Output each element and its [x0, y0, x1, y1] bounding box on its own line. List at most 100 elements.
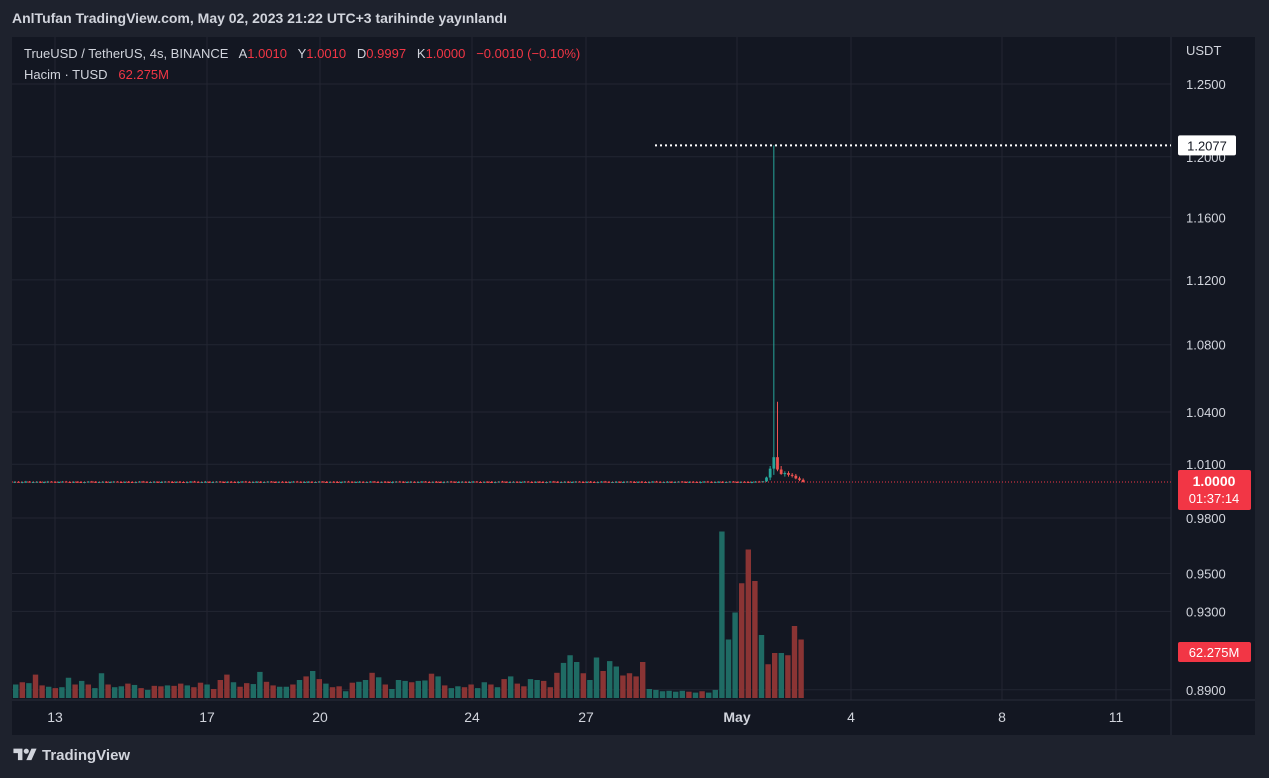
volume-bar: [719, 531, 725, 698]
volume-bar: [369, 672, 375, 698]
volume-label[interactable]: Hacim · TUSD: [24, 67, 108, 82]
candle-body: [251, 481, 255, 483]
candle-body: [585, 481, 589, 483]
high-label: Y: [297, 46, 307, 61]
candle-body: [376, 481, 380, 483]
candle-body: [284, 481, 288, 483]
volume-bar: [541, 680, 547, 698]
volume-bar: [151, 685, 157, 698]
candle-body: [548, 481, 552, 483]
volume-bar: [191, 687, 197, 698]
candle-body: [501, 481, 504, 483]
volume-bar: [112, 687, 118, 698]
candle-body: [614, 481, 618, 483]
candle-body: [673, 481, 677, 483]
candle-body: [750, 481, 754, 483]
volume-bar: [336, 686, 342, 698]
candle-body: [666, 481, 669, 483]
candle-body: [211, 481, 215, 483]
volume-legend[interactable]: Hacim · TUSD 62.275M: [24, 67, 169, 82]
candle-body: [240, 481, 244, 483]
candle-body: [765, 477, 768, 482]
candle-body: [46, 481, 50, 483]
volume-bar: [79, 680, 85, 698]
volume-bar: [560, 662, 567, 698]
volume-bar: [501, 679, 507, 698]
candle-body: [779, 469, 783, 474]
candle-body: [204, 481, 207, 483]
candle-body: [13, 481, 17, 483]
publish-header: AnlTufan TradingView.com, May 02, 2023 2…: [12, 10, 507, 26]
candle-body: [567, 481, 570, 483]
candle-body: [669, 481, 673, 483]
candle-body: [475, 481, 479, 483]
candle-body: [343, 481, 347, 483]
high-marker-tag: [1178, 135, 1236, 156]
candle-body: [20, 481, 24, 483]
candle-body: [688, 481, 691, 483]
volume-marker-tag: [1178, 642, 1251, 662]
volume-bar: [118, 686, 124, 698]
candle-body: [801, 479, 805, 482]
volume-bar: [706, 692, 712, 698]
volume-bar: [270, 685, 276, 698]
volume-value: 62.275M: [118, 67, 169, 82]
volume-bar: [98, 673, 105, 698]
volume-bar: [184, 685, 190, 698]
candle-body: [574, 481, 578, 483]
volume-bar: [778, 653, 784, 698]
chart-svg[interactable]: 1.25001.20001.16001.12001.08001.04001.01…: [12, 37, 1255, 735]
volume-bar: [376, 677, 382, 698]
volume-bar: [481, 682, 487, 698]
volume-bar: [415, 680, 421, 698]
candle-body: [746, 481, 750, 483]
candle-body: [350, 481, 354, 483]
volume-bar: [39, 685, 45, 698]
candle-body: [325, 481, 328, 483]
volume-bar: [323, 683, 329, 698]
last-price-label: 1.0000: [1193, 473, 1236, 489]
time-tick-label: 24: [464, 709, 480, 725]
candle-body: [193, 481, 196, 483]
candle-body: [468, 481, 471, 483]
volume-bar: [574, 662, 580, 698]
candle-body: [537, 481, 541, 483]
candle-body: [292, 481, 295, 483]
volume-bar: [613, 666, 619, 698]
volume-bar: [250, 684, 256, 698]
candle-body: [438, 481, 442, 483]
candle-body: [306, 481, 310, 483]
symbol-legend[interactable]: TrueUSD / TetherUS, 4s, BINANCE A1.0010 …: [24, 46, 580, 61]
volume-bar: [646, 689, 652, 698]
candle-body: [321, 481, 325, 483]
volume-bar: [692, 692, 699, 698]
volume-bar: [395, 680, 402, 698]
chart-pane[interactable]: 1.2500 1.2000 1.1600 1.1200 1.0800 1.0400 1.01…: [12, 37, 1255, 735]
symbol-name[interactable]: TrueUSD / TetherUS, 4s, BINANCE: [24, 46, 229, 61]
candle-body: [387, 481, 391, 483]
candle-body: [178, 481, 182, 483]
change-value: −0.0010 (−0.10%): [476, 46, 581, 61]
candle-body: [420, 481, 424, 483]
footer: TradingView: [12, 746, 130, 764]
time-tick-label: 11: [1109, 709, 1124, 725]
candle-body: [402, 481, 405, 483]
candle-body: [768, 468, 772, 478]
volume-bar: [52, 688, 58, 698]
candle-body: [160, 481, 163, 483]
volume-bar: [224, 674, 230, 698]
candle-body: [589, 481, 592, 483]
candle-body: [226, 481, 229, 483]
candle-body: [706, 481, 710, 483]
volume-bar: [620, 675, 626, 698]
candle-body: [94, 481, 97, 483]
candle-body: [508, 481, 512, 483]
volume-bar: [204, 684, 210, 698]
tradingview-brand[interactable]: TradingView: [42, 746, 131, 764]
volume-bar: [554, 672, 560, 698]
time-tick-label: 8: [998, 709, 1006, 725]
volume-bar: [19, 682, 25, 698]
volume-bar: [349, 682, 355, 698]
volume-bar: [547, 687, 553, 698]
volume-bar: [211, 689, 217, 698]
